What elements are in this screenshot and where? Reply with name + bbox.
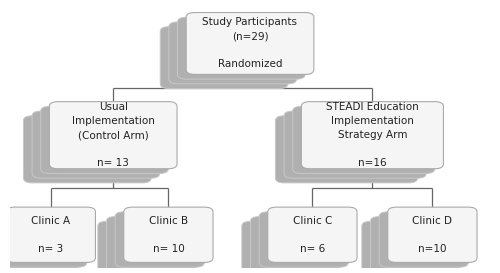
FancyBboxPatch shape	[259, 212, 348, 267]
FancyBboxPatch shape	[98, 221, 187, 273]
FancyBboxPatch shape	[379, 212, 468, 267]
FancyBboxPatch shape	[178, 17, 305, 79]
FancyBboxPatch shape	[50, 102, 177, 169]
Text: Clinic B

n= 10: Clinic B n= 10	[149, 216, 188, 254]
FancyBboxPatch shape	[6, 207, 96, 262]
FancyBboxPatch shape	[124, 207, 213, 262]
FancyBboxPatch shape	[250, 216, 340, 272]
FancyBboxPatch shape	[169, 22, 296, 84]
FancyBboxPatch shape	[362, 221, 451, 273]
FancyBboxPatch shape	[115, 212, 204, 267]
Text: Clinic A

n= 3: Clinic A n= 3	[31, 216, 70, 254]
FancyBboxPatch shape	[0, 216, 78, 272]
Text: Usual
Implementation
(Control Arm)

n= 13: Usual Implementation (Control Arm) n= 13	[72, 102, 154, 168]
FancyBboxPatch shape	[268, 207, 357, 262]
FancyBboxPatch shape	[292, 106, 435, 173]
FancyBboxPatch shape	[24, 116, 151, 183]
FancyBboxPatch shape	[388, 207, 477, 262]
Text: STEADI Education
Implementation
Strategy Arm

n=16: STEADI Education Implementation Strategy…	[326, 102, 419, 168]
FancyBboxPatch shape	[0, 221, 70, 273]
FancyBboxPatch shape	[160, 27, 288, 88]
FancyBboxPatch shape	[32, 111, 160, 178]
FancyBboxPatch shape	[284, 111, 426, 178]
Text: Study Participants
(n=29)

Randomized: Study Participants (n=29) Randomized	[202, 17, 298, 69]
FancyBboxPatch shape	[186, 13, 314, 74]
FancyBboxPatch shape	[242, 221, 331, 273]
FancyBboxPatch shape	[370, 216, 460, 272]
Text: Clinic C

n= 6: Clinic C n= 6	[292, 216, 332, 254]
FancyBboxPatch shape	[276, 116, 418, 183]
FancyBboxPatch shape	[302, 102, 444, 169]
FancyBboxPatch shape	[106, 216, 196, 272]
FancyBboxPatch shape	[40, 106, 168, 173]
FancyBboxPatch shape	[0, 212, 87, 267]
Text: Clinic D

n=10: Clinic D n=10	[412, 216, 453, 254]
